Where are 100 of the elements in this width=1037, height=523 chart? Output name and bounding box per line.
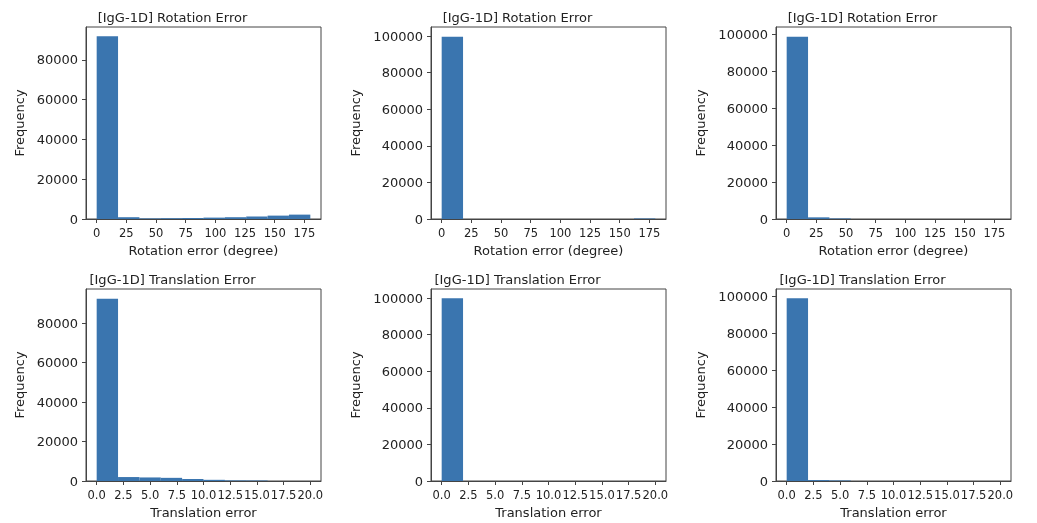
chart-title: [IgG-1D] Translation Error (434, 272, 602, 287)
x-tick-label: 50 (148, 226, 164, 240)
y-tick-label: 40000 (36, 131, 78, 147)
x-tick-label: 5.0 (485, 488, 505, 502)
y-tick-label: 40000 (381, 138, 423, 154)
y-tick-label: 60000 (726, 100, 768, 116)
y-tick-label: 60000 (381, 101, 423, 117)
y-tick-label: 40000 (381, 400, 423, 416)
x-tick-label: 12.5 (562, 488, 589, 502)
x-tick-label: 0 (438, 226, 446, 240)
y-tick-label: 0 (69, 473, 78, 489)
x-tick-label: 75 (868, 226, 884, 240)
x-tick-label: 7.5 (857, 488, 876, 502)
x-tick-label: 10.0 (880, 488, 907, 502)
x-tick-label: 2.5 (804, 488, 823, 502)
y-tick-label: 80000 (36, 52, 78, 68)
y-axis-title: Frequency (348, 351, 364, 419)
y-tick-label: 40000 (726, 137, 768, 153)
x-tick-label: 0.0 (432, 488, 451, 502)
y-tick-label: 100000 (718, 289, 768, 305)
y-tick-label: 40000 (36, 394, 78, 410)
x-tick-label: 7.5 (512, 488, 531, 502)
y-tick-label: 0 (414, 211, 423, 227)
x-tick-label: 100 (894, 226, 917, 240)
x-tick-label: 5.0 (140, 488, 160, 502)
x-tick-label: 25 (464, 226, 479, 240)
x-tick-label: 175 (293, 226, 316, 240)
x-tick-label: 17.5 (960, 488, 987, 502)
x-axis-title: Rotation error (degree) (473, 242, 624, 258)
y-tick-label: 60000 (36, 355, 78, 371)
y-tick-label: 80000 (36, 315, 78, 331)
x-tick-label: 2.5 (459, 488, 478, 502)
x-tick-label: 0 (93, 226, 101, 240)
y-axis-title: Frequency (348, 89, 364, 157)
x-tick-label: 175 (983, 226, 1006, 240)
x-tick-label: 15.0 (244, 488, 270, 502)
y-tick-label: 80000 (726, 63, 768, 79)
x-tick-label: 25 (119, 226, 134, 240)
x-tick-label: 75 (523, 226, 539, 240)
x-axis-title: Rotation error (degree) (818, 242, 969, 258)
x-tick-label: 0.0 (87, 488, 106, 502)
x-tick-label: 17.5 (270, 488, 297, 502)
y-tick-label: 100000 (373, 28, 423, 44)
x-tick-label: 25 (809, 226, 824, 240)
y-tick-label: 80000 (381, 327, 423, 343)
x-tick-label: 17.5 (615, 488, 642, 502)
x-tick-label: 100 (549, 226, 572, 240)
y-tick-label: 0 (414, 473, 423, 489)
chart-title: [IgG-1D] Translation Error (89, 272, 257, 287)
y-tick-label: 20000 (726, 436, 768, 452)
x-tick-label: 7.5 (167, 488, 186, 502)
chart-title: [IgG-1D] Translation Error (779, 272, 947, 287)
y-tick-label: 0 (759, 211, 768, 227)
y-axis-title: Frequency (11, 89, 27, 157)
x-tick-label: 125 (234, 226, 257, 240)
x-axis-title: Translation error (149, 504, 258, 520)
x-tick-label: 50 (493, 226, 509, 240)
x-tick-label: 12.5 (907, 488, 934, 502)
x-tick-label: 150 (953, 226, 976, 240)
x-tick-label: 0 (783, 226, 791, 240)
x-tick-label: 0.0 (777, 488, 796, 502)
y-tick-label: 20000 (381, 436, 423, 452)
x-tick-label: 20.0 (987, 488, 1014, 502)
x-tick-label: 150 (263, 226, 286, 240)
y-tick-label: 20000 (381, 174, 423, 190)
x-tick-label: 100 (204, 226, 227, 240)
x-tick-label: 10.0 (190, 488, 217, 502)
y-tick-label: 20000 (36, 171, 78, 187)
x-tick-label: 125 (579, 226, 602, 240)
x-tick-label: 20.0 (642, 488, 669, 502)
x-tick-label: 20.0 (297, 488, 324, 502)
x-tick-label: 75 (178, 226, 194, 240)
x-axis-title: Translation error (839, 504, 948, 520)
y-tick-label: 100000 (718, 26, 768, 42)
y-tick-label: 20000 (36, 434, 78, 450)
y-tick-label: 0 (759, 473, 768, 489)
x-tick-label: 10.0 (535, 488, 562, 502)
y-tick-label: 80000 (381, 65, 423, 81)
x-tick-label: 175 (638, 226, 661, 240)
x-tick-label: 150 (608, 226, 631, 240)
chart-title: [IgG-1D] Rotation Error (97, 10, 248, 25)
chart-title: [IgG-1D] Rotation Error (787, 10, 938, 25)
y-tick-label: 60000 (381, 363, 423, 379)
x-tick-label: 50 (838, 226, 854, 240)
y-tick-label: 60000 (726, 362, 768, 378)
y-axis-title: Frequency (11, 351, 27, 419)
x-tick-label: 15.0 (934, 488, 960, 502)
x-tick-label: 2.5 (114, 488, 133, 502)
y-tick-label: 20000 (726, 174, 768, 190)
y-tick-label: 40000 (726, 399, 768, 415)
y-axis-title: Frequency (693, 89, 709, 157)
x-axis-title: Rotation error (degree) (128, 242, 279, 258)
x-tick-label: 12.5 (217, 488, 244, 502)
x-tick-label: 5.0 (830, 488, 850, 502)
x-tick-label: 15.0 (589, 488, 615, 502)
chart-title: [IgG-1D] Rotation Error (442, 10, 593, 25)
y-axis-title: Frequency (693, 351, 709, 419)
y-tick-label: 0 (69, 211, 78, 227)
y-tick-label: 60000 (36, 92, 78, 108)
x-axis-title: Translation error (494, 504, 603, 520)
